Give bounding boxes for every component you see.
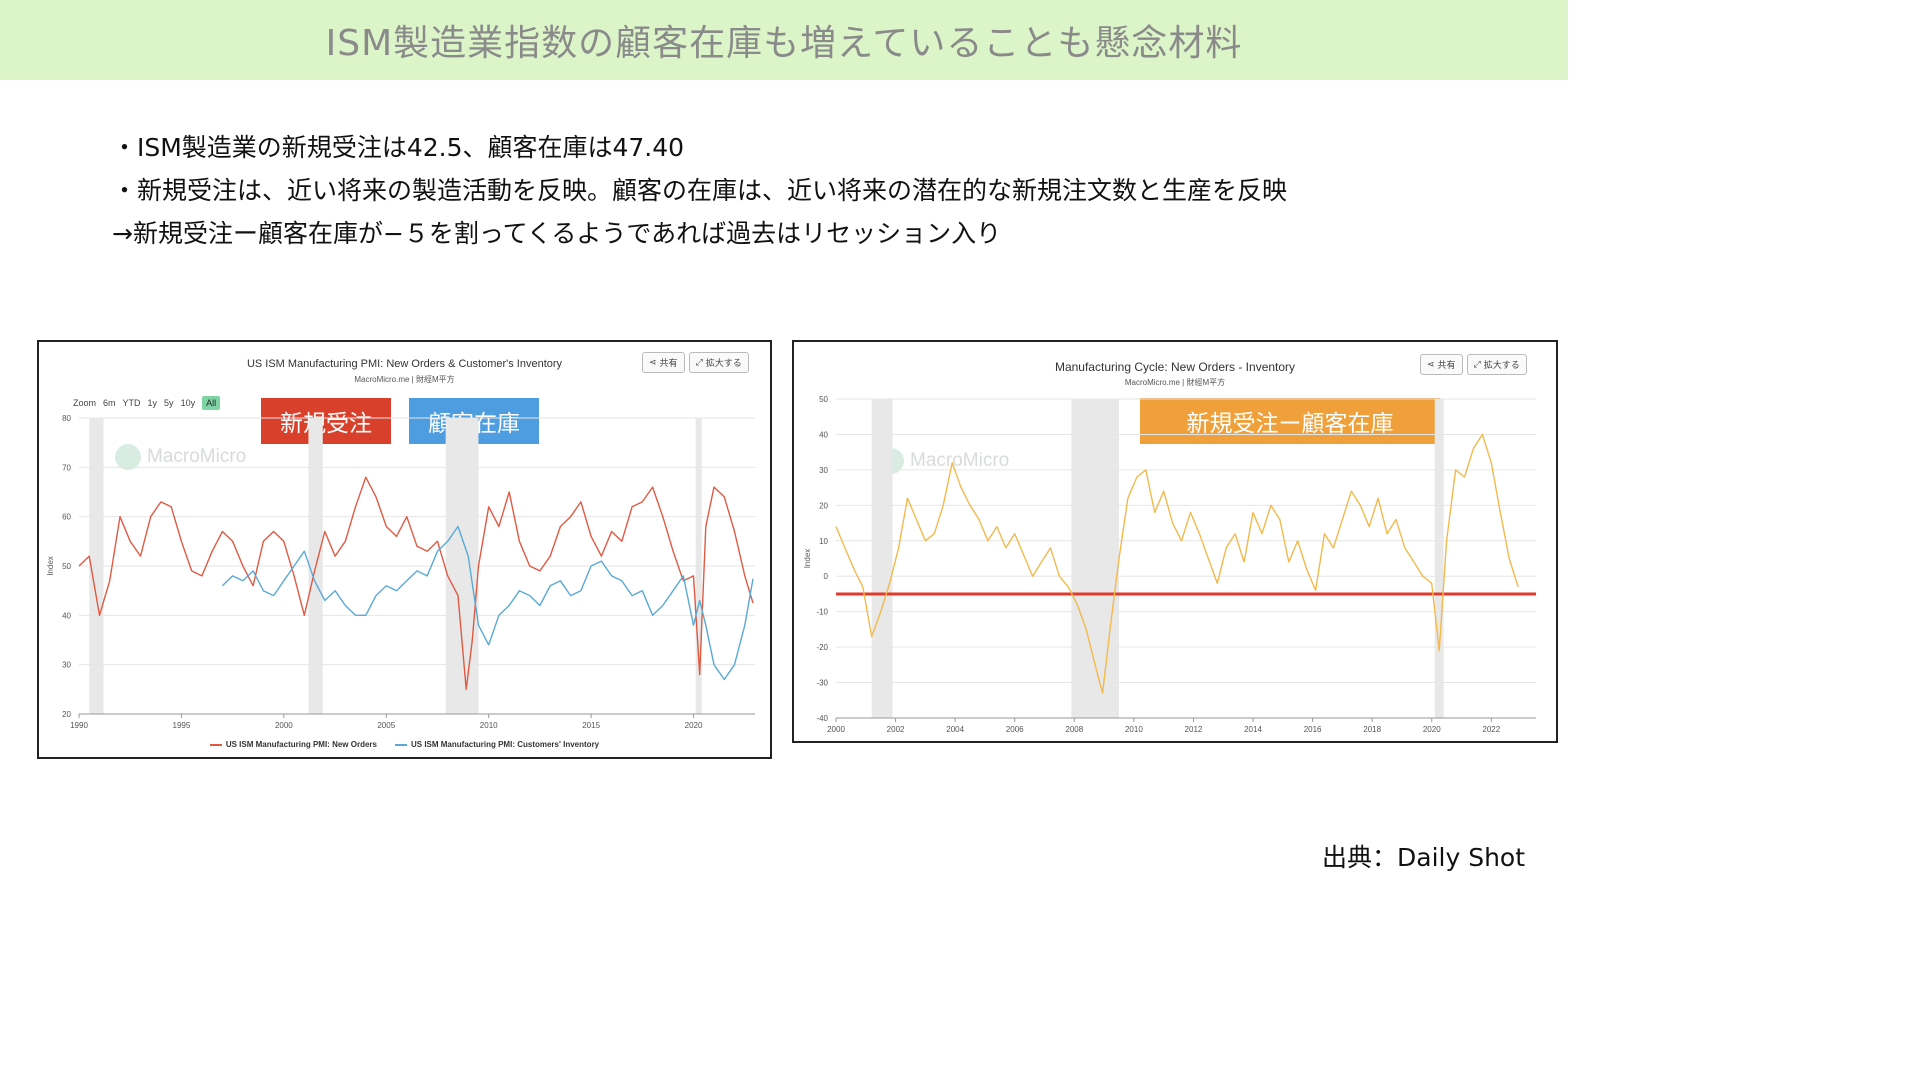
x-tick-label: 2018 xyxy=(1363,725,1381,734)
x-tick-label: 2000 xyxy=(275,721,293,730)
x-tick-label: 1995 xyxy=(173,721,191,730)
recession-band xyxy=(1434,399,1444,718)
x-tick-label: 1990 xyxy=(70,721,88,730)
x-tick-label: 2000 xyxy=(827,725,845,734)
recession-band xyxy=(871,399,893,718)
chart1-legend: US ISM Manufacturing PMI: New Orders US … xyxy=(39,740,770,749)
chart2-subtitle: MacroMicro.me | 財經M平方 xyxy=(1124,378,1226,387)
chart2-title: Manufacturing Cycle: New Orders - Invent… xyxy=(1054,360,1296,374)
y-tick-label: -30 xyxy=(816,679,828,688)
expand-button[interactable]: ⤢ 拡大する xyxy=(1466,354,1527,375)
zoom-option[interactable]: All xyxy=(202,396,221,410)
y-tick-label: 20 xyxy=(62,710,71,719)
chart-panel-manufacturing-cycle: Manufacturing Cycle: New Orders - Invent… xyxy=(792,340,1558,743)
bullet-list: ・ISM製造業の新規受注は42.5、顧客在庫は47.40 ・新規受注は、近い将来… xyxy=(112,126,1287,255)
x-tick-label: 2020 xyxy=(685,721,703,730)
y-tick-label: -20 xyxy=(816,643,828,652)
chart1-title: US ISM Manufacturing PMI: New Orders & C… xyxy=(246,358,563,370)
chart-panel-new-orders-inventory: US ISM Manufacturing PMI: New Orders & C… xyxy=(37,340,772,759)
y-tick-label: 70 xyxy=(62,463,71,472)
chart1-svg: 20 30 40 50 60 70 80 1990 1995 2000 2005 2010 2015 20… xyxy=(46,414,755,730)
expand-icon: ⤢ xyxy=(1473,359,1481,369)
y-tick-label: 30 xyxy=(62,661,71,670)
expand-icon: ⤢ xyxy=(695,357,703,367)
y-tick-label: 40 xyxy=(62,611,71,620)
series-line-inventory xyxy=(221,525,754,681)
legend-item-new-orders[interactable]: US ISM Manufacturing PMI: New Orders xyxy=(209,740,377,749)
zoom-selector: Zoom 6m YTD 1y 5y 10y All xyxy=(73,396,221,410)
legend-item-inventory[interactable]: US ISM Manufacturing PMI: Customers' Inv… xyxy=(394,740,599,749)
x-tick-label: 2006 xyxy=(1006,725,1024,734)
macromicro-logo-icon xyxy=(115,444,141,470)
x-tick-label: 2016 xyxy=(1304,725,1322,734)
zoom-option[interactable]: YTD xyxy=(122,398,141,408)
tag-new-orders: 新規受注 xyxy=(261,398,391,444)
chart1-toolbar: ⋖ 共有 ⤢ 拡大する xyxy=(642,352,749,373)
x-tick-label: 2002 xyxy=(887,725,905,734)
bullet-2: ・新規受注は、近い将来の製造活動を反映。顧客の在庫は、近い将来の潜在的な新規注文… xyxy=(112,176,1288,205)
recession-band xyxy=(1071,399,1119,718)
expand-button[interactable]: ⤢ 拡大する xyxy=(688,352,749,373)
x-tick-label: 2022 xyxy=(1482,725,1500,734)
x-tick-label: 2015 xyxy=(582,721,600,730)
y-tick-label: 40 xyxy=(819,430,828,439)
x-tick-label: 2020 xyxy=(1423,725,1441,734)
y-tick-label: 60 xyxy=(62,513,71,522)
zoom-option[interactable]: 5y xyxy=(164,398,174,408)
x-tick-label: 2012 xyxy=(1185,725,1203,734)
x-tick-label: 2008 xyxy=(1065,725,1083,734)
y-tick-label: 10 xyxy=(819,537,828,546)
watermark: MacroMicro xyxy=(115,444,246,470)
x-tick-label: 2014 xyxy=(1244,725,1262,734)
x-tick-label: 2004 xyxy=(946,725,964,734)
y-tick-label: -40 xyxy=(816,714,828,723)
zoom-option[interactable]: 10y xyxy=(180,398,196,408)
y-tick-label: 50 xyxy=(819,395,828,404)
chart2-toolbar: ⋖ 共有 ⤢ 拡大する xyxy=(1420,354,1527,375)
x-tick-label: 2005 xyxy=(377,721,395,730)
x-tick-label: 2010 xyxy=(1125,725,1143,734)
chart2-svg: -40 -30 -20 -10 0 10 20 30 40 50 2000 2002 2004 2006 2… xyxy=(803,395,1536,734)
slide-title-bar: ISM製造業指数の顧客在庫も増えていることも懸念材料 xyxy=(0,0,1568,80)
y-tick-label: -10 xyxy=(816,608,828,617)
series-line-new-orders-minus-inventory xyxy=(835,433,1519,694)
chart1-subtitle: MacroMicro.me | 財經M平方 xyxy=(354,375,455,384)
x-tick-label: 2010 xyxy=(480,721,498,730)
share-icon: ⋖ xyxy=(1427,359,1435,369)
bullet-1: ・ISM製造業の新規受注は42.5、顧客在庫は47.40 xyxy=(112,133,685,162)
y-axis-label: Index xyxy=(803,549,812,569)
share-icon: ⋖ xyxy=(649,357,657,367)
series-line-new-orders xyxy=(78,476,754,690)
y-tick-label: 50 xyxy=(62,562,71,571)
source-credit: 出典：Daily Shot xyxy=(1322,843,1526,872)
y-axis-label: Index xyxy=(46,556,55,576)
share-button[interactable]: ⋖ 共有 xyxy=(642,352,685,373)
zoom-option[interactable]: 6m xyxy=(103,398,116,408)
zoom-label: Zoom xyxy=(73,398,97,408)
zoom-option[interactable]: 1y xyxy=(147,398,158,408)
y-tick-label: 80 xyxy=(62,414,71,423)
tag-diff: 新規受注ー顧客在庫 xyxy=(1140,398,1440,444)
y-tick-label: 0 xyxy=(824,572,829,581)
share-button[interactable]: ⋖ 共有 xyxy=(1420,354,1463,375)
y-tick-label: 30 xyxy=(819,466,828,475)
slide-title: ISM製造業指数の顧客在庫も増えていることも懸念材料 xyxy=(325,23,1243,64)
y-tick-label: 20 xyxy=(819,501,828,510)
bullet-3: →新規受注ー顧客在庫が−５を割ってくるようであれば過去はリセッション入り xyxy=(112,219,1002,248)
